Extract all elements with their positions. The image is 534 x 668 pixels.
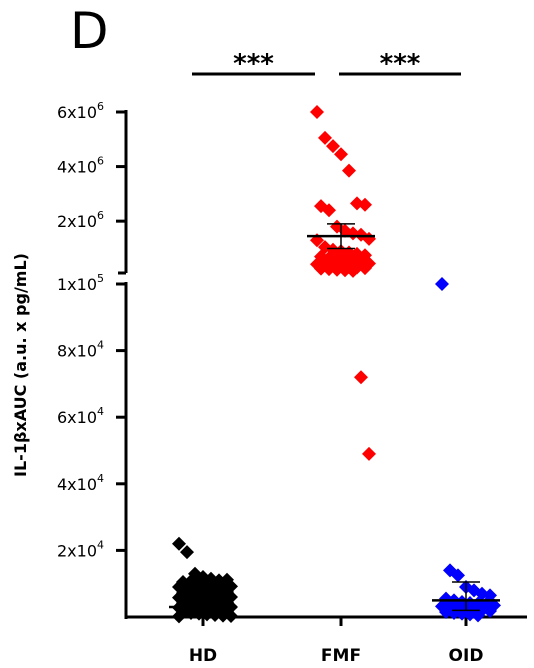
data-point-fmf [314, 261, 328, 276]
significance-label: *** [380, 49, 421, 79]
y-tick-label: 4x104 [57, 472, 104, 494]
data-point-fmf [334, 147, 348, 162]
y-tick-label: 1x105 [57, 272, 104, 294]
data-point-hd [224, 609, 238, 624]
y-tick-label: 4x106 [57, 155, 104, 177]
data-point-fmf [310, 105, 324, 119]
data-point-fmf [322, 262, 336, 277]
data-point-fmf [350, 246, 364, 261]
data-point-hd [216, 608, 230, 623]
data-point-fmf [342, 163, 356, 178]
y-tick-label: 8x104 [57, 339, 104, 361]
data-point-hd [208, 608, 222, 623]
data-point-oid [451, 568, 465, 583]
data-point-oid [471, 608, 485, 623]
data-point-oid [435, 277, 449, 291]
significance-label: *** [233, 49, 274, 79]
data-point-fmf [362, 446, 376, 461]
data-point-fmf [338, 263, 352, 278]
data-point-fmf [354, 370, 368, 385]
data-point-fmf [346, 263, 360, 278]
data-point-hd [172, 536, 186, 551]
data-point-fmf [326, 139, 340, 154]
data-point-hd [200, 607, 214, 622]
panel-letter: D [70, 2, 109, 60]
x-tick-label: FMF [321, 646, 361, 666]
data-point-oid [439, 605, 453, 620]
y-tick-label: 6x104 [57, 405, 104, 427]
x-tick-label: OID [449, 646, 484, 666]
data-point-hd [172, 609, 186, 624]
y-tick-label: 2x106 [57, 209, 104, 231]
data-point-fmf [358, 248, 372, 263]
data-point-fmf [330, 262, 344, 277]
x-tick-label: HD [189, 646, 217, 666]
data-point-fmf [322, 203, 336, 218]
data-point-oid [483, 604, 497, 619]
y-tick-label: 2x104 [57, 538, 104, 560]
y-axis-label: IL-1βxAUC (a.u. x pg/mL) [11, 253, 30, 477]
data-point-fmf [358, 197, 372, 212]
data-point-oid [447, 606, 461, 621]
data-point-fmf [358, 261, 372, 276]
y-tick-label: 6x106 [57, 100, 104, 122]
data-point-hd [180, 545, 194, 560]
data-point-fmf [318, 130, 332, 145]
